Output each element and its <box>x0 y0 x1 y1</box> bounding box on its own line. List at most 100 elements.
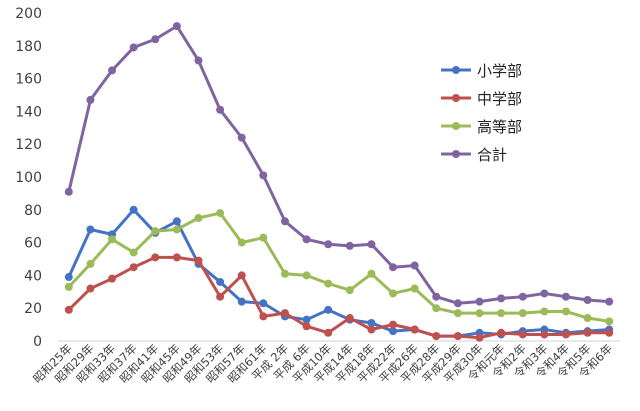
data-point <box>64 273 73 282</box>
data-point <box>64 305 73 314</box>
y-tick-label: 180 <box>15 39 42 55</box>
series-line <box>67 208 610 338</box>
series-1 <box>64 205 614 341</box>
x-axis: 昭和25年昭和29年昭和33年昭和37年昭和41年昭和45年昭和49年昭和53年… <box>30 340 620 386</box>
data-point <box>302 271 311 280</box>
data-point <box>237 297 246 306</box>
data-point <box>475 309 484 318</box>
legend-marker <box>452 66 460 74</box>
data-point <box>540 307 549 316</box>
legend-label: 高等部 <box>477 118 522 136</box>
data-point <box>497 328 506 337</box>
y-axis-ticks: 0 20 40 60 80 100 120 140 160 180 200 <box>15 6 42 350</box>
data-point <box>324 240 333 249</box>
series-3 <box>64 209 614 326</box>
data-point <box>453 332 462 341</box>
data-point <box>194 214 203 222</box>
data-point <box>172 253 181 262</box>
data-point <box>151 35 160 44</box>
data-point <box>259 171 268 180</box>
data-point <box>129 205 138 214</box>
data-point <box>259 299 268 308</box>
data-point <box>432 332 441 341</box>
data-point <box>324 328 333 337</box>
data-point <box>518 292 527 301</box>
data-point <box>475 297 484 306</box>
data-point <box>280 217 289 226</box>
data-point <box>367 240 376 249</box>
y-tick-label: 120 <box>15 137 42 153</box>
data-point <box>86 259 95 268</box>
data-point <box>605 297 614 306</box>
data-point <box>129 263 138 272</box>
data-point <box>302 315 311 324</box>
data-point <box>605 317 614 326</box>
data-point <box>540 330 549 339</box>
data-point <box>280 309 289 318</box>
data-point <box>237 133 246 142</box>
data-point <box>237 271 246 280</box>
data-point <box>497 294 506 303</box>
data-point <box>410 284 419 293</box>
y-tick-label: 60 <box>24 236 42 252</box>
data-point <box>561 292 570 301</box>
data-point <box>151 227 160 236</box>
data-point <box>561 307 570 316</box>
series-4 <box>64 22 614 308</box>
data-point <box>561 330 570 339</box>
legend-label: 小学部 <box>477 62 522 80</box>
legend-marker <box>452 150 460 158</box>
data-point <box>216 105 225 114</box>
y-tick-label: 160 <box>15 72 42 88</box>
data-point <box>172 22 181 31</box>
data-point <box>64 187 73 196</box>
legend-item: 合計 <box>441 146 507 164</box>
series-line <box>67 211 610 323</box>
legend-item: 高等部 <box>441 118 522 136</box>
data-point <box>172 217 181 226</box>
data-point <box>345 241 354 250</box>
data-point <box>216 209 225 218</box>
data-point <box>453 309 462 318</box>
data-point <box>259 233 268 242</box>
data-point <box>302 322 311 331</box>
data-point <box>216 277 225 286</box>
data-point <box>194 256 203 265</box>
data-point <box>540 289 549 298</box>
y-tick-label: 40 <box>24 268 42 284</box>
data-point <box>345 314 354 323</box>
data-point <box>324 305 333 314</box>
data-point <box>389 263 398 272</box>
series-line <box>67 24 610 305</box>
series-2 <box>64 253 614 342</box>
data-point <box>64 282 73 291</box>
data-point <box>237 238 246 247</box>
y-tick-label: 0 <box>33 334 42 350</box>
legend-label: 中学部 <box>477 90 522 108</box>
data-point <box>108 66 117 75</box>
data-point <box>259 312 268 321</box>
data-point <box>172 225 181 234</box>
data-point <box>129 43 138 52</box>
data-point <box>280 269 289 278</box>
data-point <box>605 328 614 337</box>
y-tick-label: 140 <box>15 104 42 120</box>
data-point <box>151 253 160 262</box>
data-point <box>324 279 333 288</box>
data-point <box>389 320 398 329</box>
data-point <box>432 292 441 301</box>
data-point <box>194 56 203 65</box>
data-point <box>86 225 95 234</box>
series-layer <box>64 22 614 342</box>
data-point <box>410 261 419 270</box>
data-point <box>453 299 462 308</box>
data-point <box>302 235 311 244</box>
y-tick-label: 200 <box>15 6 42 22</box>
legend-marker <box>452 94 460 102</box>
data-point <box>367 318 376 327</box>
y-tick-label: 100 <box>15 170 42 186</box>
data-point <box>216 292 225 301</box>
data-point <box>389 327 398 336</box>
data-point <box>432 304 441 313</box>
